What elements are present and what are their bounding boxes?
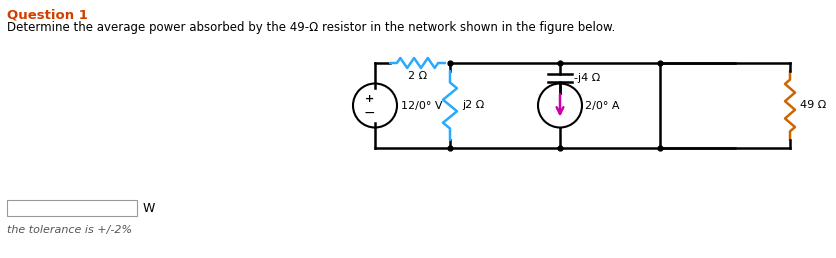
Text: −: − [363,106,375,119]
Text: 12/0° V: 12/0° V [401,101,442,110]
Text: +: + [364,93,374,103]
Text: 2/0° A: 2/0° A [585,101,619,110]
Text: j2 Ω: j2 Ω [462,101,484,110]
Text: 2 Ω: 2 Ω [408,71,427,81]
FancyBboxPatch shape [7,200,137,216]
Text: -j4 Ω: -j4 Ω [574,73,600,83]
Text: 49 Ω: 49 Ω [800,101,826,110]
Text: the tolerance is +/-2%: the tolerance is +/-2% [7,225,132,235]
Text: Question 1: Question 1 [7,8,88,21]
Text: Determine the average power absorbed by the 49-Ω resistor in the network shown i: Determine the average power absorbed by … [7,21,615,34]
Text: W: W [143,201,155,214]
